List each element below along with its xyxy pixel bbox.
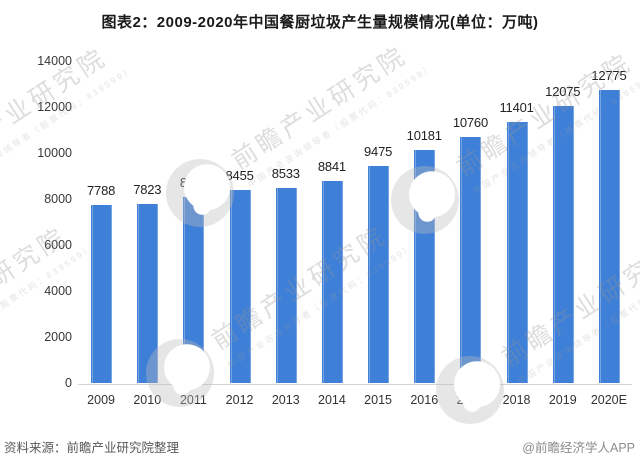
y-tick-label: 0: [65, 376, 72, 390]
bar-2020E: [598, 90, 620, 383]
x-tick-label: 2010: [133, 393, 162, 407]
bar-2012: [229, 189, 251, 383]
bar-2014: [321, 180, 343, 383]
value-label: 8455: [225, 167, 254, 183]
value-label: 7823: [133, 182, 162, 198]
bar-2017: [460, 136, 482, 383]
x-tick-label: 2009: [87, 393, 115, 407]
bar-2019: [552, 106, 574, 383]
y-tick-label: 10000: [37, 146, 72, 160]
chart-footer: 资料来源：前瞻产业研究院整理 @前瞻经济学人APP: [0, 433, 640, 457]
value-label: 12075: [545, 84, 581, 100]
x-tick-label: 2014: [318, 393, 346, 407]
value-label: 10181: [406, 127, 442, 143]
x-axis-line: [78, 384, 632, 385]
x-tick-label: 2016: [410, 393, 439, 407]
y-tick-label: 14000: [37, 54, 72, 68]
value-label: 7788: [87, 182, 116, 198]
x-tick-label: 2015: [364, 393, 392, 407]
bar-2015: [368, 166, 390, 383]
y-tick-label: 12000: [37, 100, 72, 114]
y-tick-label: 4000: [44, 284, 72, 298]
x-tick-label: 2020E: [590, 393, 627, 407]
value-label: 8533: [271, 165, 300, 181]
value-label: 11401: [499, 99, 534, 115]
value-label: 8841: [317, 158, 346, 174]
x-tick-label: 2017: [456, 393, 485, 407]
x-tick-label: 2011: [179, 393, 207, 407]
value-label: 12775: [591, 68, 627, 84]
bar-2011: [183, 197, 205, 383]
y-tick-label: 6000: [44, 238, 72, 252]
bar-2009: [91, 204, 113, 383]
x-tick-label: 2019: [548, 393, 577, 407]
credit-note: @前瞻经济学人APP: [522, 441, 635, 455]
chart-title: 图表2：2009-2020年中国餐厨垃圾产生量规模情况(单位：万吨): [101, 14, 539, 31]
bar-2018: [506, 121, 528, 383]
bar-2016: [414, 149, 436, 383]
y-tick-label: 8000: [44, 192, 72, 206]
x-tick-label: 2013: [271, 393, 300, 407]
x-tick-label: 2012: [225, 393, 254, 407]
bar-2013: [275, 187, 297, 383]
source-note: 资料来源：前瞻产业研究院整理: [4, 441, 180, 455]
value-label: 10760: [452, 114, 488, 130]
x-tick-label: 2018: [502, 393, 531, 407]
bar-2010: [137, 204, 159, 383]
value-label: 9475: [364, 144, 393, 160]
y-tick-label: 2000: [44, 330, 72, 344]
